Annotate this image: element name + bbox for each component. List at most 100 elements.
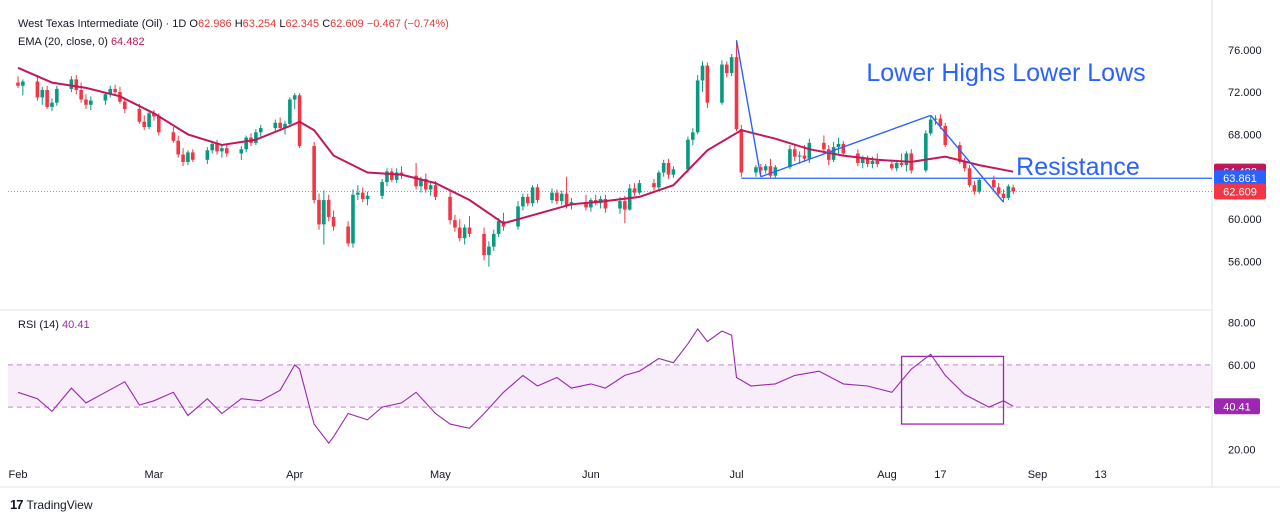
- candle-body: [798, 156, 802, 157]
- candle-body: [992, 180, 996, 187]
- time-tick-label: Mar: [144, 469, 163, 481]
- candle-body: [434, 185, 438, 197]
- candle-body: [900, 163, 904, 165]
- candle-body: [929, 120, 933, 134]
- candle-body: [565, 194, 569, 206]
- candle-body: [924, 133, 928, 170]
- candle-body: [356, 193, 360, 195]
- candle-body: [244, 138, 248, 150]
- time-tick-label: Aug: [877, 469, 897, 481]
- candle-body: [618, 201, 622, 208]
- candle-body: [79, 90, 83, 100]
- candle-body: [157, 116, 161, 132]
- candle-body: [706, 66, 710, 103]
- time-tick-label: Jul: [729, 469, 743, 481]
- candle-body: [730, 57, 734, 73]
- high-label: H: [235, 18, 243, 30]
- candle-body: [526, 197, 530, 203]
- open-label: O: [189, 18, 198, 30]
- time-tick-label: Sep: [1028, 469, 1048, 481]
- candle-body: [516, 206, 520, 226]
- rsi-value: 40.41: [62, 319, 90, 331]
- ema-line: [18, 68, 1013, 224]
- candle-body: [191, 152, 195, 159]
- candle-body: [453, 220, 457, 227]
- candle-body: [536, 187, 540, 200]
- rsi-tick-label: 60.00: [1228, 360, 1256, 372]
- time-tick-label: 13: [1094, 469, 1106, 481]
- candle-body: [327, 200, 331, 217]
- candle-body: [808, 143, 812, 159]
- price-tick-label: 76.000: [1228, 45, 1262, 57]
- candle-body: [521, 197, 525, 207]
- candle-body: [764, 166, 768, 170]
- candle-body: [21, 82, 25, 86]
- candle-body: [793, 149, 797, 156]
- candle-body: [278, 123, 282, 128]
- ema-value: 64.482: [111, 36, 145, 48]
- tradingview-logo-icon: 17: [10, 497, 22, 512]
- candle-body: [274, 123, 278, 128]
- candle-body: [55, 89, 59, 103]
- candle-body: [380, 182, 384, 196]
- rsi-tick-label: 20.00: [1228, 444, 1256, 456]
- rsi-legend: RSI (14) 40.41: [18, 319, 90, 331]
- ema-legend: EMA (20, close, 0) 64.482: [18, 36, 145, 48]
- candle-body: [142, 122, 146, 127]
- rsi-band: [8, 365, 1212, 407]
- candle-body: [905, 153, 909, 165]
- candle-body: [652, 183, 656, 187]
- candle-body: [448, 197, 452, 220]
- candle-body: [740, 129, 744, 172]
- candle-body: [725, 65, 729, 73]
- candle-body: [312, 146, 316, 200]
- candle-body: [346, 227, 350, 244]
- candle-body: [871, 161, 875, 164]
- candle-body: [686, 140, 690, 170]
- candle-body: [186, 152, 190, 162]
- candle-body: [788, 149, 792, 167]
- candle-body: [89, 101, 93, 105]
- candle-body: [589, 200, 593, 207]
- candle-body: [861, 159, 865, 163]
- candle-body: [104, 94, 108, 100]
- candle-body: [691, 132, 695, 139]
- close-price-badge: 62.609: [1223, 186, 1257, 198]
- candle-body: [822, 143, 826, 149]
- candle-body: [84, 100, 88, 105]
- candle-body: [890, 164, 894, 168]
- candle-body: [560, 194, 564, 201]
- candle-body: [172, 132, 176, 140]
- candle-body: [147, 113, 151, 127]
- annotation-resistance: Resistance: [1016, 153, 1140, 181]
- candle-body: [332, 217, 336, 227]
- price-tick-label: 60.000: [1228, 214, 1262, 226]
- candle-body: [550, 193, 554, 200]
- candle-body: [468, 228, 472, 234]
- candle-body: [16, 83, 20, 86]
- candle-body: [875, 161, 879, 164]
- candle-body: [657, 173, 661, 188]
- candle-body: [206, 150, 210, 160]
- symbol-name: West Texas Intermediate (Oil): [18, 18, 162, 30]
- candle-body: [40, 90, 44, 97]
- candle-body: [317, 200, 321, 224]
- tradingview-brand: TradingView: [26, 498, 92, 512]
- ema-label: EMA (20, close, 0): [18, 36, 108, 48]
- candle-body: [1011, 187, 1015, 191]
- time-tick-label: Jun: [582, 469, 600, 481]
- trendline: [761, 115, 931, 176]
- candle-body: [672, 169, 676, 174]
- candle-body: [288, 100, 292, 124]
- candle-body: [492, 234, 496, 247]
- candle-body: [259, 128, 263, 132]
- candle-body: [977, 180, 981, 192]
- trendline: [931, 115, 1004, 202]
- candle-body: [531, 187, 535, 203]
- candle-body: [842, 144, 846, 154]
- candle-body: [968, 168, 972, 185]
- candle-body: [254, 132, 258, 143]
- candle-body: [429, 185, 433, 189]
- tradingview-footer[interactable]: 17 TradingView: [10, 497, 93, 512]
- candle-body: [50, 103, 54, 107]
